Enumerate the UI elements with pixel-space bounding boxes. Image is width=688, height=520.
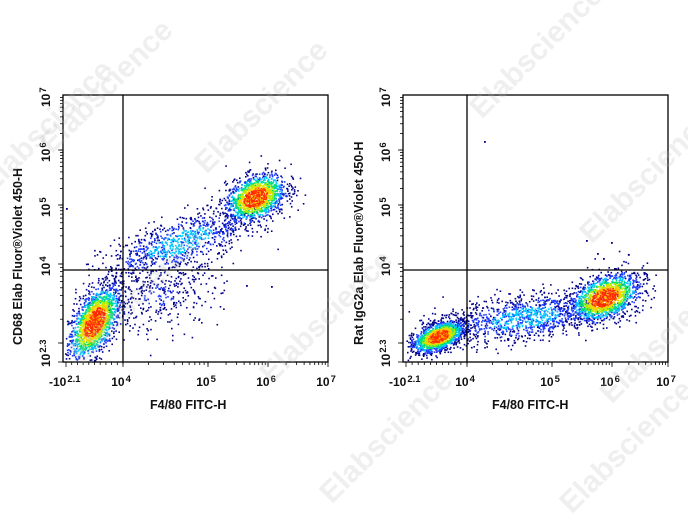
y-axis-ticks [398, 98, 403, 362]
x-axis-ticks [406, 362, 668, 367]
panel-right: Rat IgG2a Elab Fluor®Violet 450-H F4/80 … [0, 0, 344, 490]
y-tick-label: 105 [379, 197, 393, 217]
y-tick-label: 107 [379, 87, 393, 107]
plot-right [0, 0, 688, 490]
x-tick-label: 104 [455, 375, 475, 389]
y-axis-label: Rat IgG2a Elab Fluor®Violet 450-H [352, 142, 366, 345]
x-tick-label: 107 [656, 375, 676, 389]
y-tick-label: 102.3 [379, 340, 393, 368]
x-tick-label: 106 [600, 375, 620, 389]
y-tick-label: 104 [379, 256, 393, 276]
y-tick-label: 106 [379, 142, 393, 162]
x-tick-label: -102.1 [389, 375, 421, 389]
x-axis-label: F4/80 FITC-H [492, 398, 568, 412]
x-tick-label: 105 [540, 375, 560, 389]
scatter-points [406, 141, 656, 361]
